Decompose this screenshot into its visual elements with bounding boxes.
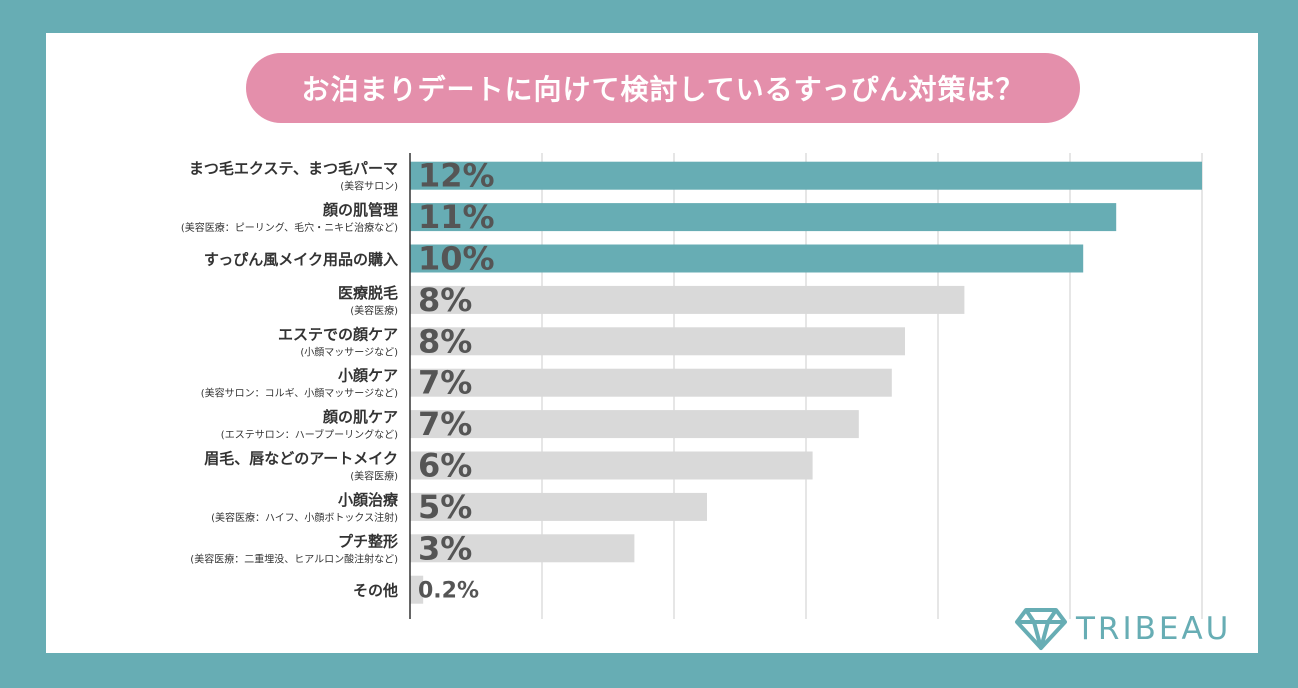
bar [410, 285, 965, 314]
value-label: 3% [418, 529, 472, 567]
value-label: 12% [418, 157, 495, 195]
bar [410, 368, 892, 397]
chart-panel: お泊まりデートに向けて検討しているすっぴん対策は？ 12% まつ毛エクステ、まつ毛… [46, 33, 1258, 653]
category-label: 小顔ケア [338, 367, 398, 385]
bar [410, 492, 707, 521]
value-label: 7% [418, 364, 472, 402]
chart-title: お泊まりデートに向けて検討しているすっぴん対策は？ [246, 53, 1080, 123]
category-label: まつ毛エクステ、まつ毛パーマ [189, 160, 398, 178]
category-label: 医療脱毛 [338, 284, 398, 302]
bar [410, 575, 424, 604]
value-label: 6% [418, 447, 472, 485]
category-label: その他 [353, 582, 398, 600]
value-label: 8% [418, 281, 472, 319]
value-label: 0.2% [418, 579, 479, 604]
value-label: 11% [418, 198, 495, 236]
brand-name: TRIBEAU [1076, 611, 1232, 647]
category-label: プチ整形 [338, 532, 398, 550]
bar [410, 161, 1202, 190]
bar [410, 410, 859, 439]
category-sublabel: (美容サロン) [340, 180, 398, 193]
bar-chart: 12% まつ毛エクステ、まつ毛パーマ (美容サロン) 11% 顔の肌管理 (美容医療：ピー… [181, 153, 1203, 619]
category-label: 顔の肌管理 [322, 201, 398, 219]
bar [410, 327, 905, 356]
bar [410, 244, 1084, 273]
diamond-icon [1015, 608, 1067, 650]
category-label: エステでの顔ケア [278, 325, 398, 343]
brand-logo: TRIBEAU [1014, 607, 1231, 651]
bar [410, 203, 1117, 232]
value-label: 10% [418, 240, 495, 278]
category-sublabel: (美容医療) [350, 470, 398, 483]
category-label: 顔の肌ケア [322, 408, 398, 426]
value-label: 7% [418, 405, 472, 443]
category-label: すっぴん風メイク用品の購入 [204, 251, 398, 269]
category-sublabel: (美容医療：二重埋没、ヒアルロン酸注射など) [190, 552, 398, 565]
category-label: 眉毛、唇などのアートメイク [204, 450, 398, 468]
category-sublabel: (美容医療：ピーリング、毛穴・ニキビ治療など) [181, 221, 398, 234]
value-label: 8% [418, 322, 472, 360]
bar [410, 534, 635, 563]
category-label: 小顔治療 [338, 491, 399, 509]
value-label: 5% [418, 488, 472, 526]
category-sublabel: (小顔マッサージなど) [300, 345, 398, 358]
category-sublabel: (美容サロン：コルギ、小顔マッサージなど) [201, 387, 398, 400]
bar [410, 451, 813, 480]
category-sublabel: (エステサロン：ハーブプーリングなど) [221, 428, 398, 441]
category-sublabel: (美容医療) [350, 304, 398, 317]
category-sublabel: (美容医療：ハイフ、小顔ボトックス注射) [211, 511, 398, 524]
